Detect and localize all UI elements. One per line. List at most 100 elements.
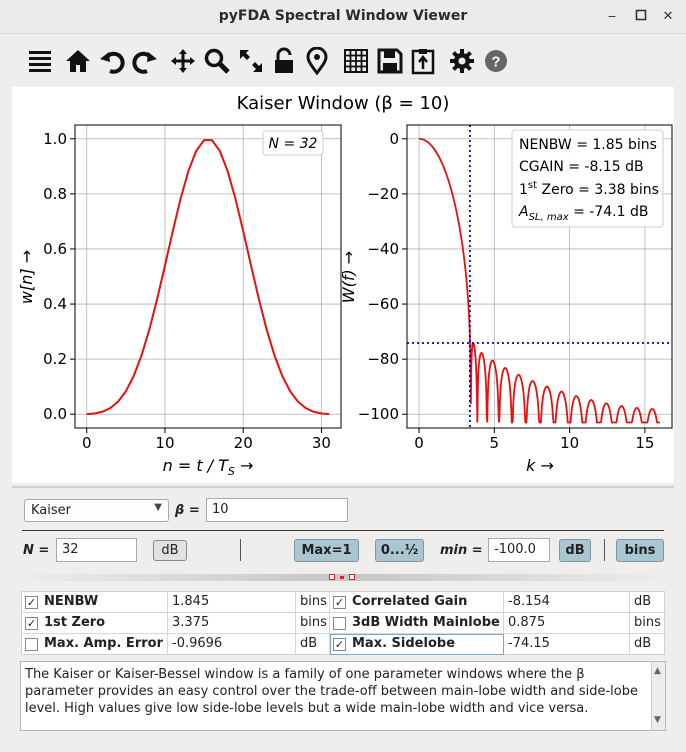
spectrum-curve	[419, 137, 660, 424]
y-tick-label: 0.0	[43, 405, 67, 423]
x-tick-label: 10	[155, 434, 174, 452]
checkbox-correlated-gain[interactable]: ✓	[333, 596, 346, 609]
chevron-down-icon: ▼	[154, 502, 162, 513]
y-tick-label: −40	[367, 240, 399, 258]
check-icon: ✓	[26, 617, 37, 630]
description-scrollbar[interactable]: ▲ ▼	[651, 662, 665, 730]
param-name: 1st Zero	[44, 615, 106, 630]
x-tick-label: 30	[312, 434, 331, 452]
table-cell-name[interactable]: ✓ NENBW	[22, 592, 168, 613]
param-value: -8.154	[504, 592, 630, 613]
n-legend-box	[262, 130, 324, 156]
grid-icon[interactable]	[342, 47, 370, 75]
y-tick-label: −20	[367, 185, 399, 203]
table-cell-name[interactable]: Max. Amp. Error	[22, 634, 168, 655]
help-icon[interactable]: ?	[482, 47, 510, 75]
lock-icon[interactable]	[270, 47, 298, 75]
beta-label: β =	[175, 503, 200, 518]
y-tick-label: −100	[358, 405, 399, 423]
range-button[interactable]: 0...½	[375, 539, 424, 562]
marker-icon[interactable]	[303, 46, 331, 76]
param-value: 0.875	[504, 613, 630, 634]
undo-icon[interactable]	[98, 47, 126, 75]
db-checkbox-button[interactable]: dB	[153, 540, 187, 561]
x-tick-label: 20	[234, 434, 253, 452]
param-value: -74.15	[504, 634, 630, 655]
param-name: NENBW	[44, 594, 99, 609]
checkbox-1st-zero[interactable]: ✓	[25, 617, 38, 630]
x-axis-label: k →	[526, 456, 554, 475]
settings-icon[interactable]	[448, 47, 476, 75]
max1-button[interactable]: Max=1	[294, 539, 359, 562]
min-label: min =	[440, 543, 483, 558]
close-icon[interactable]: ✕	[662, 9, 674, 24]
splitter-grip[interactable]	[349, 574, 355, 580]
save-icon[interactable]	[376, 47, 404, 75]
y-axis-label: W(f) →	[339, 251, 358, 303]
window-description[interactable]: The Kaiser or Kaiser-Bessel window is a …	[20, 661, 666, 731]
x-tick-label: 10	[560, 434, 579, 452]
controls-separator	[22, 530, 664, 531]
pan-icon[interactable]	[169, 47, 197, 75]
svg-text:?: ?	[491, 54, 500, 71]
cgain-info: CGAIN = -8.15 dB	[519, 159, 644, 175]
minimize-icon[interactable]: ‒	[607, 9, 617, 24]
param-value: -0.9696	[168, 634, 296, 655]
y-tick-label: −80	[367, 350, 399, 368]
nenbw-info: NENBW = 1.85 bins	[519, 137, 657, 153]
clipboard-icon[interactable]	[409, 47, 437, 75]
check-icon: ✓	[26, 596, 37, 609]
separator	[604, 539, 605, 561]
table-cell-name[interactable]: 3dB Width Mainlobe	[330, 613, 504, 634]
window-parameters-table: ✓ NENBW 1.845 bins ✓ Correlated Gain -8.15…	[21, 591, 666, 655]
toolbar: ?	[0, 34, 686, 86]
max-sidelobe-info: ASL, max = -74.1 dB	[518, 204, 648, 223]
menu-icon[interactable]	[26, 47, 54, 75]
description-text: The Kaiser or Kaiser-Bessel window is a …	[25, 667, 638, 716]
zoom-icon[interactable]	[203, 47, 231, 75]
scroll-down-icon[interactable]: ▼	[654, 715, 661, 725]
axes-frame	[406, 124, 673, 429]
x-tick-label: 15	[635, 434, 654, 452]
y-tick-label: 0.2	[43, 350, 67, 368]
table-cell-name[interactable]: ✓ 1st Zero	[22, 613, 168, 634]
checkbox-3db-width[interactable]	[333, 617, 346, 630]
splitter-grip[interactable]	[329, 574, 335, 580]
param-unit: bins	[296, 613, 330, 634]
db-toggle-button[interactable]: dB	[559, 539, 591, 562]
window-type-select[interactable]: Kaiser ▼	[24, 499, 169, 522]
scroll-up-icon[interactable]: ▲	[654, 666, 661, 676]
table-cell-name[interactable]: ✓ Correlated Gain	[330, 592, 504, 613]
y-tick-label: 0.4	[43, 295, 67, 313]
checkbox-max-amp-error[interactable]	[25, 638, 38, 651]
splitter-grip	[340, 576, 344, 579]
autoscale-icon[interactable]	[237, 47, 265, 75]
plot-title: Kaiser Window (β = 10)	[237, 93, 450, 114]
bins-button[interactable]: bins	[616, 539, 664, 562]
n-input[interactable]: 32	[56, 538, 137, 562]
plot-canvas[interactable]: Kaiser Window (β = 10) 0 10 20 30 0.0 0.2 0.4 0…	[12, 87, 674, 483]
check-icon: ✓	[334, 596, 345, 609]
checkbox-nenbw[interactable]: ✓	[25, 596, 38, 609]
table-cell-name-selected[interactable]: ✓ Max. Sidelobe	[330, 634, 504, 655]
y-tick-label: −60	[367, 295, 399, 313]
checkbox-max-sidelobe[interactable]: ✓	[333, 638, 346, 651]
info-legend-box	[511, 129, 664, 228]
plot-figure: Kaiser Window (β = 10) 0 10 20 30 0.0 0.2 0.4 0…	[17, 93, 673, 478]
x-axis-label: n = t / TS →	[163, 456, 254, 478]
separator	[240, 539, 241, 561]
home-icon[interactable]	[64, 47, 92, 75]
min-input[interactable]: -100.0	[488, 538, 550, 562]
x-tick-label: 0	[82, 434, 92, 452]
redo-icon[interactable]	[131, 47, 159, 75]
maximize-icon[interactable]	[633, 9, 649, 25]
n-label: N =	[23, 543, 50, 558]
param-name: Max. Amp. Error	[44, 636, 163, 651]
y-tick-label: 0.6	[43, 240, 67, 258]
window-title: pyFDA Spectral Window Viewer	[218, 8, 468, 24]
y-tick-label: 1.0	[43, 130, 67, 148]
param-name: Max. Sidelobe	[352, 636, 456, 651]
axes-frame	[74, 124, 342, 429]
param-unit: dB	[630, 592, 666, 613]
beta-input[interactable]: 10	[206, 498, 348, 522]
